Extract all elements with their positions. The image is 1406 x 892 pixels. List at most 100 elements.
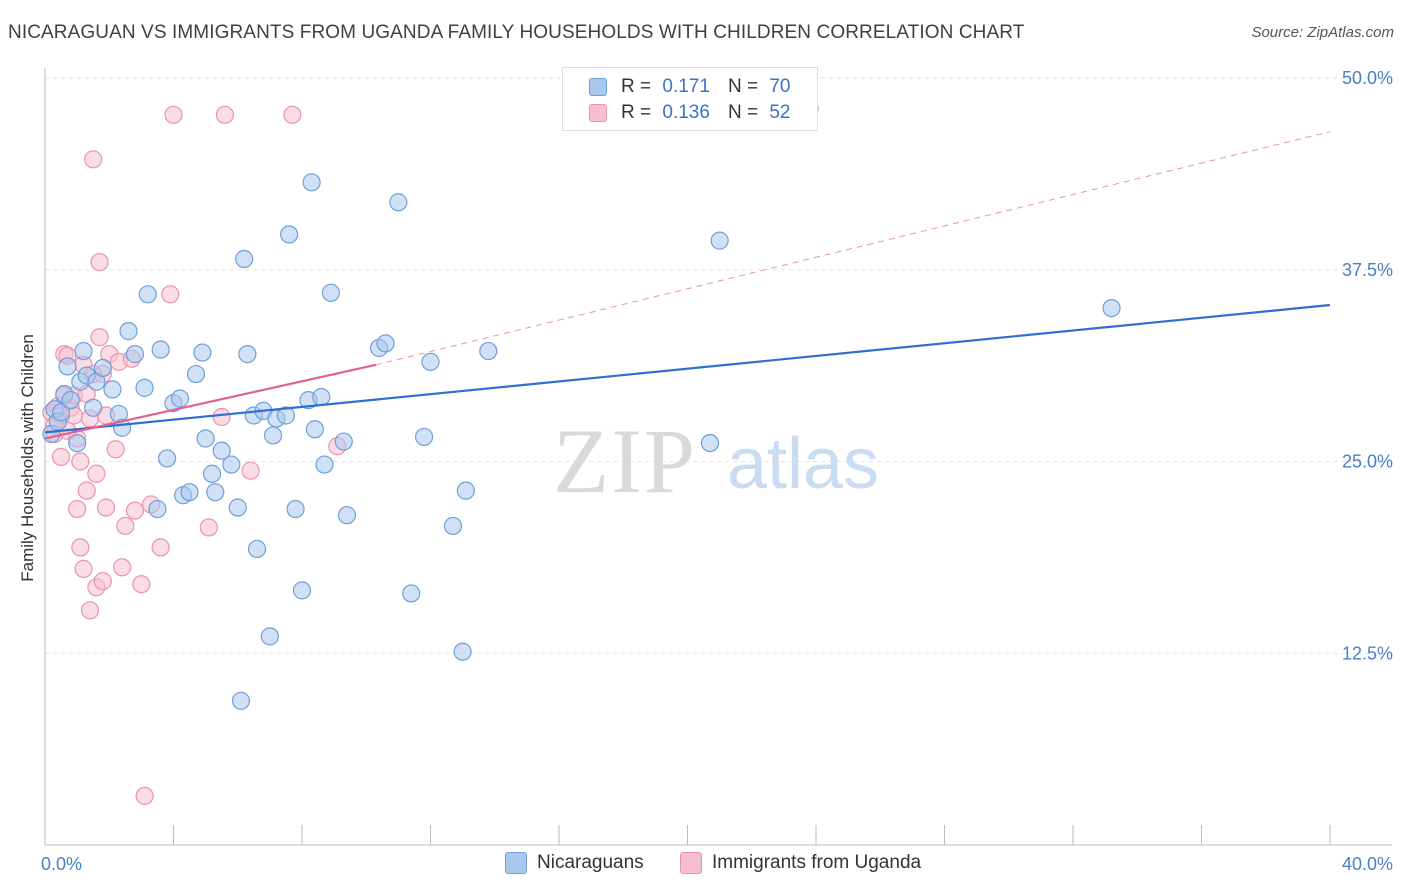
legend-item-nicaraguans[interactable]: Nicaraguans: [505, 852, 644, 874]
nicaraguans-point: [103, 380, 122, 399]
nicaraguans-point: [238, 345, 257, 364]
uganda-point: [80, 601, 100, 620]
nicaraguans-point: [186, 364, 206, 384]
nicaraguans-point: [479, 341, 498, 361]
nicaraguans-point: [337, 506, 357, 525]
nicaraguans-point: [280, 225, 299, 244]
axes: [44, 68, 1392, 846]
nicaraguans-point: [421, 352, 440, 371]
uganda-point: [84, 150, 103, 169]
nicaraguans-point: [202, 464, 222, 483]
uganda-point: [90, 252, 109, 272]
nicaraguans-point: [148, 499, 167, 519]
nicaraguans-point: [51, 403, 71, 422]
series-legend: Nicaraguans Immigrants from Uganda: [0, 852, 1406, 878]
gridlines: [45, 77, 1392, 654]
nicaraguans-point: [170, 389, 190, 408]
uganda-point: [106, 440, 125, 459]
legend-label-nicaraguans: Nicaraguans: [537, 852, 644, 873]
uganda-point: [116, 516, 135, 536]
nicaraguans-point: [125, 345, 145, 364]
nicaraguans-point: [180, 483, 199, 502]
tick-labels: 12.5% 25.0% 37.5% 50.0% 0.0% 40.0%: [41, 68, 1393, 874]
nicaraguans-point: [119, 322, 138, 341]
nicaraguans-point: [222, 455, 241, 474]
uganda-point: [151, 538, 170, 557]
nicaraguans-point: [135, 378, 154, 397]
n-value: 70: [769, 76, 791, 97]
chart-title: NICARAGUAN VS IMMIGRANTS FROM UGANDA FAM…: [8, 22, 1025, 43]
nicaraguans-point: [58, 357, 77, 376]
n-label: N =: [727, 102, 759, 123]
source-label: Source: ZipAtlas.com: [1251, 24, 1394, 41]
nicaraguans-point: [305, 420, 324, 439]
nicaraguans-point: [414, 427, 434, 447]
nicaraguans-point: [1102, 299, 1121, 318]
nicaraguans-point: [453, 642, 472, 661]
nicaraguans-point: [443, 516, 463, 536]
nicaraguans-legend-swatch: [505, 852, 527, 874]
uganda-point: [74, 559, 93, 578]
uganda-point: [51, 447, 71, 466]
watermark-zip: ZIP: [553, 410, 697, 512]
watermark-atlas: atlas: [727, 424, 879, 504]
nicaraguans-point: [206, 483, 225, 502]
uganda-point: [199, 518, 218, 537]
nicaraguans-point: [376, 334, 395, 353]
uganda-point: [212, 407, 231, 427]
uganda-point: [215, 105, 234, 124]
stats-row-uganda: R = 0.136 N = 52: [589, 101, 790, 125]
n-value: 52: [769, 102, 791, 123]
trend-line-uganda: [44, 363, 377, 440]
nicaraguans-point: [710, 231, 729, 250]
nicaraguans-point: [276, 406, 296, 425]
nicaraguans-point: [315, 455, 334, 474]
nicaraguans-point: [61, 391, 80, 410]
stats-row-nicaraguans: R = 0.171 N = 70: [589, 75, 790, 99]
nicaraguans-point: [93, 358, 112, 378]
nicaraguans-point: [292, 581, 312, 600]
nicaraguans-point: [68, 433, 87, 453]
nicaraguans-point: [389, 193, 408, 212]
nicaraguans-swatch: [589, 78, 607, 96]
nicaraguans-point: [260, 627, 279, 646]
uganda-point: [93, 572, 112, 591]
nicaraguans-point: [235, 249, 254, 269]
nicaraguans-point: [334, 432, 353, 451]
r-value: 0.171: [662, 76, 710, 97]
nicaraguans-point: [402, 584, 421, 603]
nicaraguans-point: [700, 433, 720, 453]
series-uganda-points: [42, 105, 347, 806]
x-tick-label: 0.0%: [41, 854, 82, 874]
trend-lines: [44, 131, 1331, 440]
y-tick-label: 50.0%: [1342, 68, 1393, 88]
trend-line-nicaraguans: [44, 303, 1331, 434]
y-tick-label: 25.0%: [1342, 452, 1393, 472]
nicaraguans-point: [231, 691, 251, 710]
legend-item-uganda[interactable]: Immigrants from Uganda: [680, 852, 921, 874]
nicaraguans-point: [193, 343, 212, 362]
watermark: ZIP atlas: [553, 410, 879, 512]
uganda-point: [132, 575, 151, 594]
r-value: 0.136: [662, 102, 710, 123]
r-label: R =: [621, 102, 652, 123]
nicaraguans-point: [247, 539, 267, 559]
nicaraguans-point: [456, 481, 475, 500]
uganda-point: [125, 501, 145, 520]
nicaraguans-point: [157, 449, 177, 468]
uganda-point: [161, 285, 180, 304]
nicaraguans-point: [312, 387, 331, 407]
uganda-point: [77, 481, 96, 500]
nicaraguans-point: [228, 498, 247, 517]
series-nicaraguans-points: [42, 99, 1121, 710]
nicaraguans-point: [138, 285, 157, 304]
trend-line-uganda-extension: [375, 131, 1331, 366]
nicaraguans-point: [74, 341, 93, 361]
uganda-swatch: [589, 104, 607, 122]
legend-label-uganda: Immigrants from Uganda: [712, 852, 922, 873]
uganda-point: [71, 452, 90, 471]
uganda-point: [241, 461, 260, 480]
uganda-point: [87, 464, 106, 483]
x-tick-label: 40.0%: [1342, 854, 1393, 874]
